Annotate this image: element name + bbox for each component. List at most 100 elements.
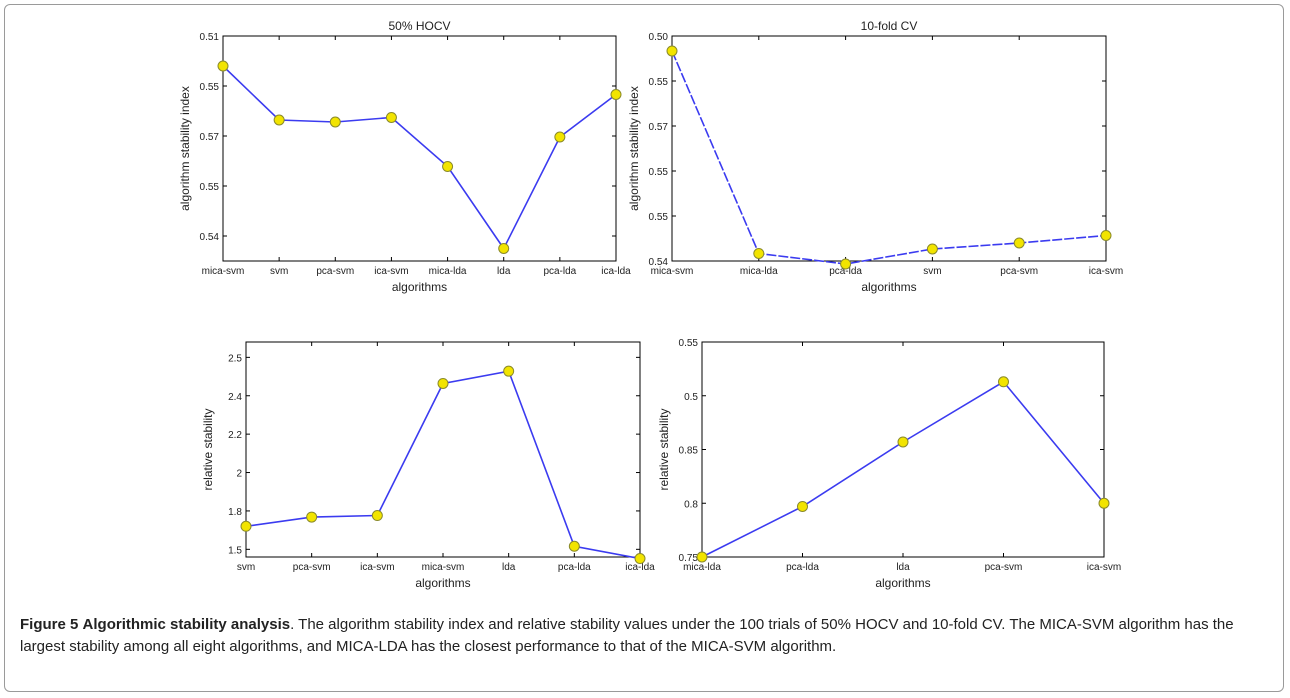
y-tick-label: 2: [236, 469, 242, 480]
chart-4: 0.75 0.8 0.85 0.5 0.55 mica-lda pca-lda lda pca-…: [657, 338, 1121, 590]
y-tick-label: 2.5: [228, 353, 242, 364]
y-tick-label: 0.50: [649, 32, 669, 43]
x-tick-label: pca-svm: [985, 562, 1023, 573]
series-line: [701, 380, 1105, 558]
y-tick-label: 0.54: [649, 257, 669, 268]
x-tick-label: lda: [896, 562, 910, 573]
plot-area: [701, 341, 1105, 558]
data-point: [1098, 497, 1110, 509]
y-tick-label: 2.2: [228, 430, 242, 441]
x-tick-label: mica-lda: [740, 266, 778, 277]
x-tick-label: ica-lda: [601, 266, 631, 277]
x-tick-label: pca-svm: [1000, 266, 1038, 277]
data-point: [306, 511, 318, 523]
y-axis-label: algorithm stability index: [178, 86, 192, 211]
data-point: [1100, 230, 1112, 241]
x-tick-label: svm: [270, 266, 288, 277]
data-point: [797, 500, 808, 512]
y-axis-label: algorithm stability index: [627, 86, 641, 211]
data-point: [753, 248, 765, 259]
x-tick-label: pca-lda: [558, 562, 591, 573]
figure-frame: [4, 4, 1284, 692]
data-point: [442, 161, 454, 172]
y-tick-label: 1.8: [228, 507, 242, 518]
data-point: [503, 365, 515, 377]
chart-1: 50% HOCV 0.54 0.55 0.57 0.55 0.51 mica-svm svm p…: [178, 19, 631, 294]
data-point: [437, 377, 449, 389]
chart-3: 1.5 1.8 2 2.2 2.4 2.5 svm pca-svm ica-svm mica-sv…: [201, 341, 655, 590]
series-line: [222, 65, 617, 251]
data-point: [840, 258, 852, 270]
data-point: [666, 45, 678, 57]
y-tick-label: 0.54: [200, 232, 220, 243]
y-tick-label: 0.55: [679, 338, 699, 349]
data-point: [568, 540, 580, 552]
y-tick-label: 0.85: [679, 446, 699, 457]
x-tick-label: pca-lda: [829, 266, 862, 277]
y-tick-label: 0.55: [649, 212, 669, 223]
x-axis-label: algorithms: [415, 576, 470, 590]
plot-area: [222, 35, 617, 262]
data-point: [240, 520, 252, 532]
chart-title: 50% HOCV: [388, 19, 450, 33]
x-tick-label: mica-lda: [429, 266, 467, 277]
x-tick-label: pca-svm: [316, 266, 354, 277]
data-point: [554, 131, 566, 143]
series-line: [245, 370, 641, 560]
caption-title: Algorithmic stability analysis: [82, 616, 291, 633]
figure-caption: Figure 5 Algorithmic stability analysis.…: [20, 614, 1270, 658]
y-tick-label: 0.55: [200, 82, 220, 93]
data-point: [926, 243, 938, 255]
data-point: [1013, 237, 1025, 249]
y-tick-label: 0.55: [200, 182, 220, 193]
data-point: [498, 243, 510, 254]
caption-label: Figure 5: [20, 616, 79, 633]
x-tick-label: ica-svm: [1087, 562, 1121, 573]
data-point: [329, 116, 341, 128]
data-point: [696, 551, 708, 563]
data-point: [217, 60, 229, 72]
plot-area: [671, 35, 1107, 262]
x-axis-label: algorithms: [875, 576, 930, 590]
x-tick-label: mica-lda: [683, 562, 721, 573]
data-point: [385, 112, 397, 123]
x-axis-label: algorithms: [861, 280, 916, 294]
data-point: [371, 510, 383, 522]
y-tick-label: 2.4: [228, 392, 242, 403]
y-axis-label: relative stability: [201, 408, 215, 490]
y-tick-label: 1.5: [228, 545, 242, 556]
data-point: [610, 89, 622, 100]
caption-text: . The algorithm stability index and rela…: [20, 616, 1234, 655]
x-tick-label: ica-lda: [625, 562, 655, 573]
x-tick-label: mica-svm: [422, 562, 465, 573]
y-tick-label: 0.57: [649, 122, 669, 133]
data-point: [897, 436, 909, 448]
x-tick-label: lda: [497, 266, 511, 277]
y-tick-label: 0.55: [649, 167, 669, 178]
y-tick-label: 0.8: [684, 499, 698, 510]
y-tick-label: 0.51: [200, 32, 220, 43]
x-tick-label: ica-svm: [360, 562, 394, 573]
x-tick-label: ica-svm: [1089, 266, 1123, 277]
x-tick-label: svm: [237, 562, 255, 573]
y-tick-label: 0.5: [684, 392, 698, 403]
y-axis-label: relative stability: [657, 408, 671, 490]
x-tick-label: mica-svm: [202, 266, 245, 277]
data-point: [998, 376, 1009, 388]
y-tick-label: 0.55: [649, 77, 669, 88]
x-tick-label: pca-lda: [543, 266, 576, 277]
x-tick-label: pca-lda: [786, 562, 819, 573]
figure-plots: 50% HOCV 0.54 0.55 0.57 0.55 0.51 mica-svm svm p…: [178, 19, 1123, 590]
data-point: [634, 553, 646, 565]
x-tick-label: mica-svm: [651, 266, 694, 277]
data-point: [273, 114, 285, 126]
y-tick-label: 0.57: [200, 132, 220, 143]
x-tick-label: lda: [502, 562, 516, 573]
plot-area: [245, 341, 641, 558]
chart-2: 10-fold CV 0.54 0.55 0.55 0.57 0.55 0.50 mica-s…: [627, 19, 1123, 294]
x-tick-label: pca-svm: [293, 562, 331, 573]
x-tick-label: ica-svm: [374, 266, 408, 277]
x-axis-label: algorithms: [392, 280, 447, 294]
x-tick-label: svm: [923, 266, 941, 277]
chart-title: 10-fold CV: [861, 19, 918, 33]
